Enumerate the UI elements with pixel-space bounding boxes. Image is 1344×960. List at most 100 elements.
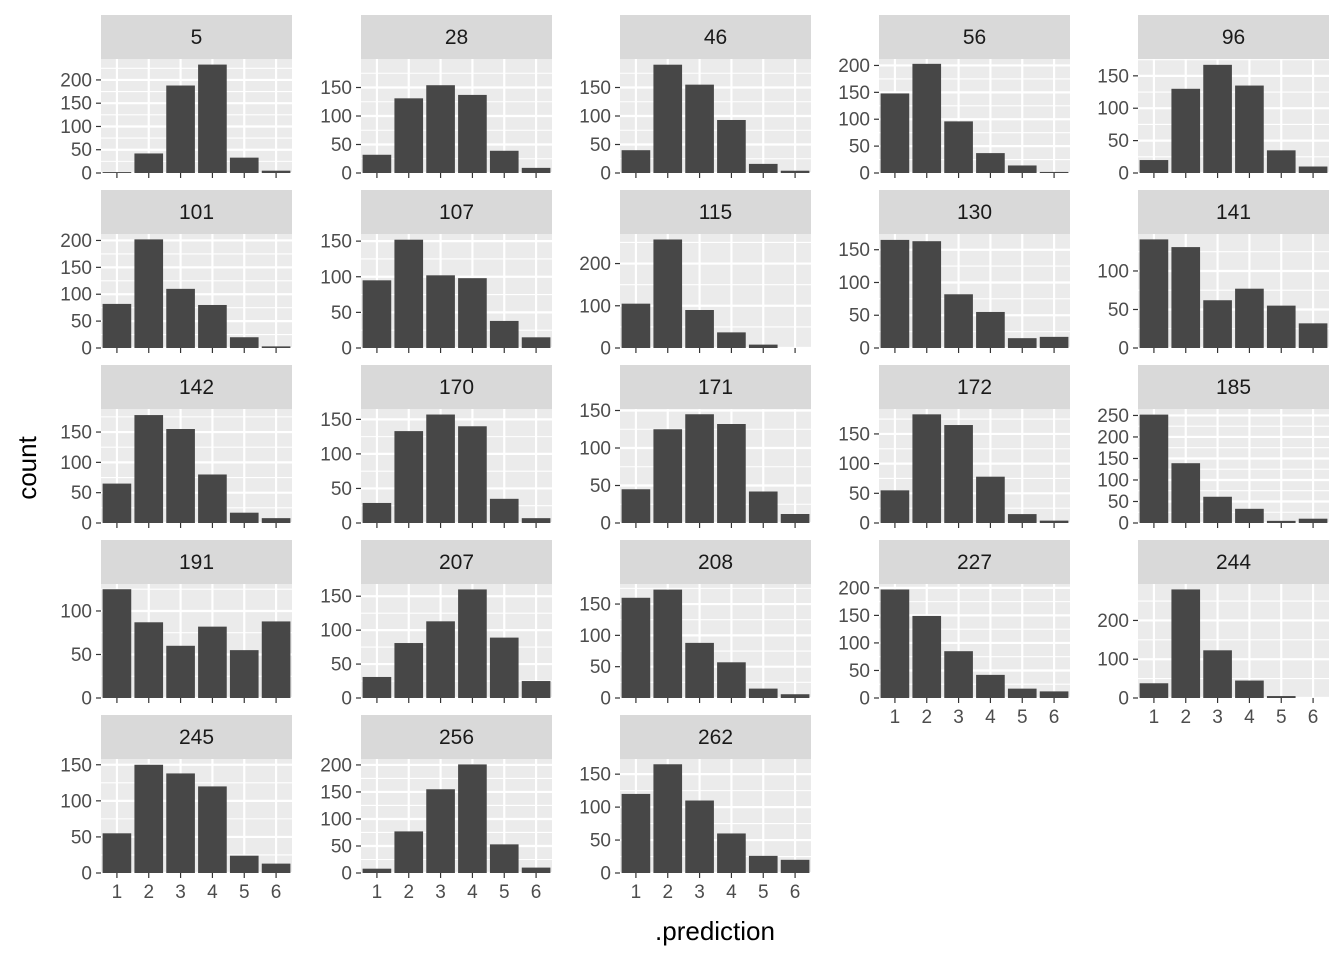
bar-170-6 [521, 518, 551, 523]
y-axis-title: count [12, 435, 42, 499]
bar-256-6 [521, 867, 551, 873]
facet-strip-label: 142 [179, 376, 214, 399]
facet-strip [101, 715, 292, 759]
y-tick-label: 0 [341, 864, 352, 885]
panel-background [101, 409, 292, 523]
bar-208-6 [780, 694, 810, 698]
facet-panel-227: 227 0 50 100 150 200 1 2 3 4 5 6 [838, 540, 1070, 728]
bar-244-2 [1171, 589, 1201, 698]
bar-142-3 [166, 429, 195, 523]
y-tick-label: 150 [320, 410, 352, 431]
facet-strip [361, 540, 552, 584]
bar-256-2 [394, 831, 424, 873]
bar-101-1 [102, 303, 132, 348]
y-tick-label: 100 [60, 791, 92, 812]
x-tick-label: 6 [1308, 707, 1319, 728]
y-tick-label: 150 [60, 423, 92, 444]
y-tick-label: 150 [838, 240, 870, 261]
y-tick-label: 0 [600, 164, 611, 185]
bar-262-3 [685, 800, 714, 873]
bar-191-4 [198, 626, 227, 698]
bar-227-4 [976, 674, 1005, 698]
panel-background [361, 234, 552, 348]
panel-background [361, 409, 552, 523]
bar-170-2 [394, 431, 424, 523]
bar-96-1 [1139, 160, 1169, 173]
y-tick-label: 50 [1108, 131, 1129, 152]
y-tick-label: 200 [838, 578, 870, 599]
bar-141-3 [1203, 300, 1232, 348]
y-tick-label: 100 [1097, 470, 1129, 491]
y-tick-label: 50 [590, 831, 611, 852]
bar-141-1 [1139, 239, 1169, 348]
bar-46-3 [685, 84, 714, 173]
y-tick-label: 50 [849, 484, 870, 505]
bar-207-2 [394, 643, 424, 698]
y-tick-label: 50 [590, 657, 611, 678]
x-tick-label: 3 [1212, 707, 1223, 728]
bar-185-4 [1235, 508, 1264, 523]
x-tick-label: 4 [207, 882, 218, 903]
facet-strip-label: 172 [957, 376, 992, 399]
x-tick-label: 5 [1017, 707, 1028, 728]
y-tick-label: 0 [600, 514, 611, 535]
bar-107-4 [458, 278, 487, 348]
bar-130-4 [976, 311, 1005, 348]
facet-panel-46: 46 0 50 100 150 [579, 15, 811, 185]
y-tick-label: 150 [60, 258, 92, 279]
bar-191-2 [134, 622, 164, 698]
y-tick-label: 0 [341, 514, 352, 535]
facet-strip-label: 244 [1216, 551, 1251, 574]
bar-107-1 [362, 280, 392, 348]
facet-strip [1138, 365, 1329, 409]
bar-171-3 [685, 414, 714, 523]
facet-strip-label: 185 [1216, 376, 1251, 399]
facet-strip [101, 190, 292, 234]
bar-46-6 [780, 170, 810, 173]
y-tick-label: 100 [838, 633, 870, 654]
y-tick-label: 100 [579, 439, 611, 460]
y-tick-label: 50 [1108, 300, 1129, 321]
facet-panel-171: 171 0 50 100 150 [579, 365, 811, 535]
panel-background [1138, 59, 1329, 173]
facet-strip-label: 171 [698, 376, 733, 399]
x-tick-label: 6 [531, 882, 542, 903]
facet-strip-label: 115 [699, 201, 732, 224]
bar-171-2 [653, 429, 683, 523]
bar-56-2 [912, 63, 942, 173]
facet-strip-label: 207 [439, 551, 474, 574]
y-tick-label: 50 [331, 303, 352, 324]
y-tick-label: 150 [320, 782, 352, 803]
bar-244-3 [1203, 650, 1232, 698]
y-tick-label: 100 [838, 454, 870, 475]
y-tick-label: 100 [1097, 650, 1129, 671]
facet-panel-207: 207 0 50 100 150 [320, 540, 552, 710]
y-tick-label: 150 [838, 83, 870, 104]
y-tick-label: 0 [1118, 689, 1129, 710]
bar-170-1 [362, 502, 392, 523]
bar-262-6 [780, 859, 810, 873]
y-tick-label: 100 [60, 285, 92, 306]
bar-191-1 [102, 589, 132, 698]
y-tick-label: 0 [81, 339, 92, 360]
bar-171-5 [748, 491, 778, 523]
y-tick-label: 0 [1118, 339, 1129, 360]
bar-227-1 [880, 589, 910, 698]
y-tick-label: 200 [579, 254, 611, 275]
bar-130-1 [880, 239, 910, 348]
facet-strip-label: 56 [963, 26, 986, 49]
y-tick-label: 100 [60, 117, 92, 138]
facet-strip [620, 365, 811, 409]
bar-245-3 [166, 773, 195, 873]
facet-panel-172: 172 0 50 100 150 [838, 365, 1070, 535]
facet-strip-label: 208 [698, 551, 733, 574]
x-tick-label: 1 [112, 882, 123, 903]
y-tick-label: 150 [579, 595, 611, 616]
facet-panel-262: 262 0 50 100 150 1 2 3 4 5 6 [579, 715, 811, 903]
y-tick-label: 50 [71, 312, 92, 333]
bar-191-5 [229, 650, 259, 698]
x-tick-label: 2 [143, 882, 154, 903]
facet-strip-label: 5 [191, 26, 203, 49]
panel-background [101, 234, 292, 348]
bar-171-1 [621, 489, 651, 523]
